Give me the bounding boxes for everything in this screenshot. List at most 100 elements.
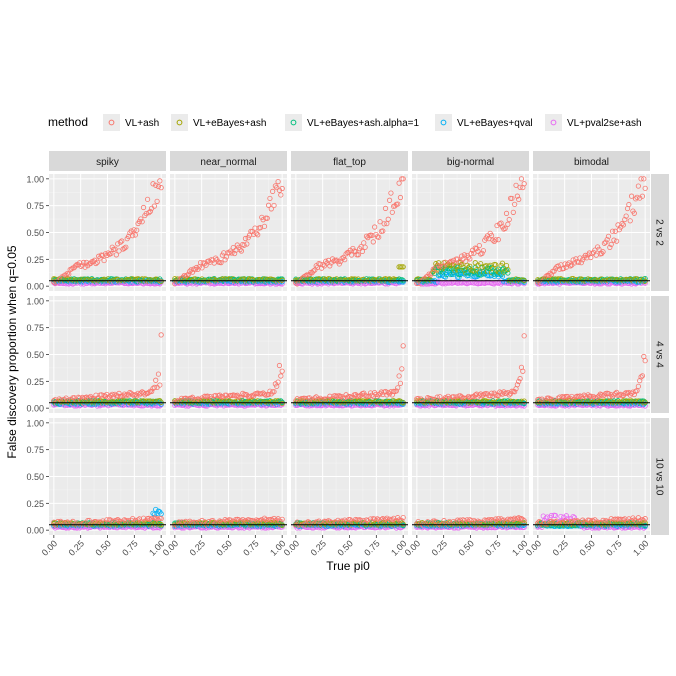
data-point — [400, 176, 406, 182]
data-point — [261, 223, 268, 229]
data-point — [480, 248, 487, 254]
data-point — [377, 219, 383, 225]
data-point — [150, 181, 156, 187]
data-point — [465, 254, 472, 260]
data-point — [461, 252, 467, 258]
data-point — [634, 194, 640, 200]
data-point — [607, 244, 613, 251]
data-point — [474, 245, 480, 252]
data-point — [505, 221, 511, 227]
data-point — [514, 193, 520, 199]
data-point — [270, 188, 276, 194]
legend-key — [545, 114, 562, 131]
data-point — [94, 259, 100, 265]
data-point — [386, 197, 393, 203]
facet-strip — [170, 151, 287, 171]
data-point — [279, 277, 285, 283]
data-point — [267, 195, 273, 202]
data-point — [212, 255, 219, 261]
data-point — [512, 201, 518, 207]
data-point — [609, 228, 616, 234]
y-tick-label: 0.50 — [26, 350, 44, 360]
x-tick-label: 0.50 — [214, 538, 233, 557]
data-point — [355, 252, 361, 258]
data-point — [475, 248, 481, 254]
facet-panel — [170, 296, 287, 413]
data-point — [488, 232, 495, 239]
data-point — [619, 221, 625, 227]
legend-label: VL+eBayes+ash — [193, 118, 266, 129]
data-point — [66, 271, 72, 277]
facet-column-label: flat_top — [333, 157, 366, 168]
data-point — [153, 182, 159, 188]
data-point — [279, 281, 285, 287]
data-point — [493, 262, 499, 268]
data-point — [381, 221, 387, 227]
data-point — [596, 246, 602, 252]
data-point — [154, 198, 160, 204]
facet-strip — [533, 151, 650, 171]
data-point — [187, 268, 193, 274]
data-point — [157, 178, 163, 184]
legend-key — [435, 114, 452, 131]
data-point — [130, 233, 136, 239]
y-tick-label: 0.00 — [26, 404, 44, 414]
data-point — [101, 257, 107, 264]
data-point — [271, 202, 277, 209]
data-point — [68, 266, 75, 272]
data-point — [459, 261, 465, 268]
legend-item: VL+eBayes+qval — [435, 114, 533, 131]
y-tick-label: 0.50 — [26, 472, 44, 482]
legend-label: VL+eBayes+qval — [457, 118, 533, 129]
data-point — [513, 182, 519, 188]
data-point — [376, 234, 382, 240]
data-point — [389, 209, 395, 215]
facet-panel — [170, 418, 287, 535]
data-point — [362, 244, 368, 250]
data-point — [185, 271, 192, 277]
data-point — [456, 274, 462, 281]
data-point — [348, 252, 355, 258]
data-point — [112, 246, 118, 252]
data-point — [218, 260, 224, 266]
legend-item: VL+eBayes+ash.alpha=1 — [285, 114, 419, 131]
data-point — [521, 279, 527, 285]
y-tick-label: 0.75 — [26, 323, 44, 333]
data-point — [113, 252, 119, 258]
y-tick-label: 1.00 — [26, 418, 44, 428]
y-tick-label: 0.50 — [26, 228, 44, 238]
data-point — [605, 233, 612, 239]
data-point — [115, 241, 121, 247]
x-tick-label: 0.00 — [524, 538, 543, 557]
data-point — [385, 216, 391, 222]
facet-panel — [533, 174, 650, 291]
data-point — [499, 260, 506, 266]
data-point — [143, 210, 149, 217]
data-point — [521, 281, 527, 287]
data-point — [635, 183, 641, 189]
data-point — [184, 272, 190, 278]
data-point — [132, 232, 138, 238]
data-point — [601, 240, 608, 246]
data-point — [622, 216, 628, 223]
data-point — [454, 264, 461, 270]
data-point — [342, 257, 348, 263]
data-point — [199, 265, 205, 271]
data-point — [134, 227, 140, 233]
data-point — [82, 264, 88, 270]
data-point — [338, 258, 344, 265]
data-point — [627, 218, 633, 224]
data-point — [616, 227, 622, 233]
facet-row-label: 10 vs 10 — [654, 458, 665, 496]
legend-marker — [550, 119, 557, 126]
data-point — [242, 235, 249, 242]
facet-row-strip — [651, 418, 669, 535]
data-point — [502, 225, 508, 231]
data-point — [238, 248, 245, 254]
data-point — [310, 268, 317, 274]
facet-panel — [412, 174, 529, 291]
data-point — [147, 208, 153, 215]
data-point — [241, 242, 247, 248]
x-tick-label: 0.00 — [282, 538, 301, 557]
y-tick-label: 1.00 — [26, 174, 44, 184]
